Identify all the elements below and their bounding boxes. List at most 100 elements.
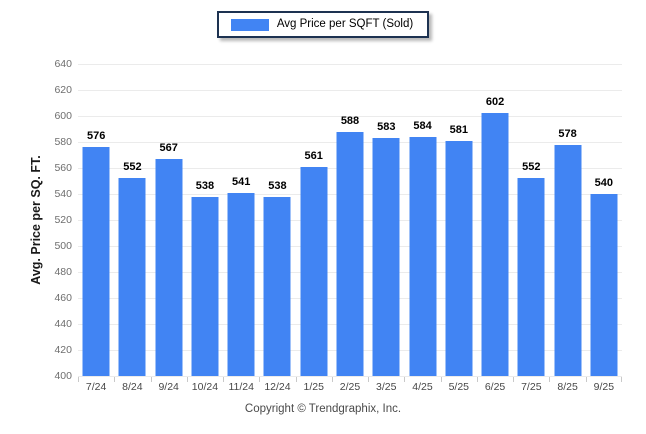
bar (336, 131, 364, 376)
bar-slot: 583 (368, 64, 404, 376)
bar-slot: 576 (78, 64, 114, 376)
bar-slot: 561 (296, 64, 332, 376)
y-tick-label: 620 (54, 84, 72, 96)
x-tick-label: 12/24 (264, 381, 291, 393)
bar-value-label: 552 (522, 161, 541, 174)
bar-value-label: 583 (377, 121, 396, 134)
bar-value-label: 541 (232, 175, 251, 188)
bar-slot: 567 (151, 64, 187, 376)
y-tick-label: 640 (54, 58, 72, 70)
x-tick-label: 7/25 (521, 381, 542, 393)
bar (445, 140, 473, 376)
x-axis-tick (476, 377, 478, 382)
x-tick-label: 4/25 (412, 381, 433, 393)
y-tick-label: 500 (54, 240, 72, 252)
x-axis-tick (295, 377, 297, 382)
y-tick-label: 420 (54, 344, 72, 356)
bar-slot: 552 (513, 64, 549, 376)
x-tick-label: 11/24 (228, 381, 254, 393)
x-axis-tick (259, 377, 261, 382)
x-axis-tick (585, 377, 587, 382)
y-tick-label: 440 (54, 318, 72, 330)
bar (82, 147, 110, 376)
bar (300, 166, 328, 376)
x-axis-tick (150, 377, 152, 382)
x-axis-ticks (78, 376, 622, 382)
y-tick-label: 480 (54, 266, 72, 278)
y-tick-label: 560 (54, 162, 72, 174)
bar-value-label: 584 (413, 119, 432, 132)
bar-slot: 602 (477, 64, 513, 376)
bar-slot: 578 (549, 64, 585, 376)
x-tick-label: 6/25 (484, 381, 506, 393)
bar-value-label: 552 (123, 161, 142, 174)
gridline (78, 64, 622, 65)
bar (227, 192, 255, 376)
x-axis-tick (549, 377, 551, 382)
x-tick-label: 10/24 (191, 381, 219, 393)
x-axis-tick (513, 377, 515, 382)
bar (517, 178, 545, 376)
bar (155, 158, 183, 376)
bar-slot: 584 (404, 64, 440, 376)
bar (554, 144, 582, 376)
x-axis-tick (404, 377, 406, 382)
gridline (78, 90, 622, 91)
x-tick-label: 5/25 (448, 381, 469, 393)
bar-slot: 540 (586, 64, 622, 376)
legend-label: Avg Price per SQFT (Sold) (276, 18, 414, 30)
bar-value-label: 578 (558, 127, 577, 140)
y-tick-label: 400 (54, 370, 72, 382)
bar-series: 576 552 567 538 541 538 561 588 583 584 581 602 552 5… (78, 64, 622, 376)
y-tick-label: 520 (54, 214, 72, 226)
bar-value-label: 567 (159, 141, 178, 154)
bar (191, 196, 219, 376)
bar (590, 194, 618, 376)
bar-slot: 588 (332, 64, 368, 376)
bar-slot: 538 (187, 64, 223, 376)
bar (118, 178, 146, 376)
x-tick-label: 2/25 (339, 381, 361, 393)
legend: Avg Price per SQFT (Sold) (0, 11, 646, 38)
bar-value-label: 588 (340, 114, 360, 127)
y-tick-label: 580 (54, 136, 72, 148)
x-tick-label: 9/24 (158, 381, 179, 393)
x-tick-label: 7/24 (85, 381, 107, 393)
bar-value-label: 540 (594, 177, 614, 189)
legend-swatch-icon (230, 18, 269, 31)
x-axis-tick (368, 377, 370, 382)
bar-value-label: 561 (304, 149, 323, 162)
bar-value-label: 538 (195, 179, 215, 192)
x-tick-label: 9/25 (593, 381, 615, 393)
y-tick-label: 600 (54, 110, 72, 122)
x-tick-label: 8/25 (557, 381, 578, 393)
x-axis-tick (223, 377, 225, 382)
bar (372, 138, 400, 376)
x-axis-tick (114, 377, 116, 382)
plot-area: 576 552 567 538 541 538 561 588 583 584 581 602 552 5… (78, 64, 622, 377)
x-tick-label: 3/25 (376, 381, 397, 393)
legend-box: Avg Price per SQFT (Sold) (216, 11, 430, 38)
x-axis-tick (440, 377, 442, 382)
y-tick-label: 460 (54, 292, 72, 304)
bar (409, 136, 437, 376)
bar-slot: 552 (114, 64, 150, 376)
bar-slot: 541 (223, 64, 259, 376)
x-tick-label: 8/24 (122, 381, 143, 393)
bar-value-label: 576 (86, 130, 106, 143)
gridline (78, 376, 622, 377)
bar-slot: 538 (259, 64, 295, 376)
bar (263, 196, 291, 376)
copyright-text: Copyright © Trendgraphix, Inc. (244, 403, 402, 415)
y-tick-label: 540 (54, 188, 72, 200)
x-axis-tick (186, 377, 188, 382)
bar-value-label: 602 (485, 96, 505, 109)
x-axis-tick (78, 377, 79, 382)
x-axis-tick (331, 377, 333, 382)
bar-value-label: 538 (268, 179, 287, 192)
x-axis-tick (621, 377, 622, 382)
bar (481, 113, 509, 376)
bar-value-label: 581 (449, 123, 468, 136)
bar-slot: 581 (441, 64, 477, 376)
